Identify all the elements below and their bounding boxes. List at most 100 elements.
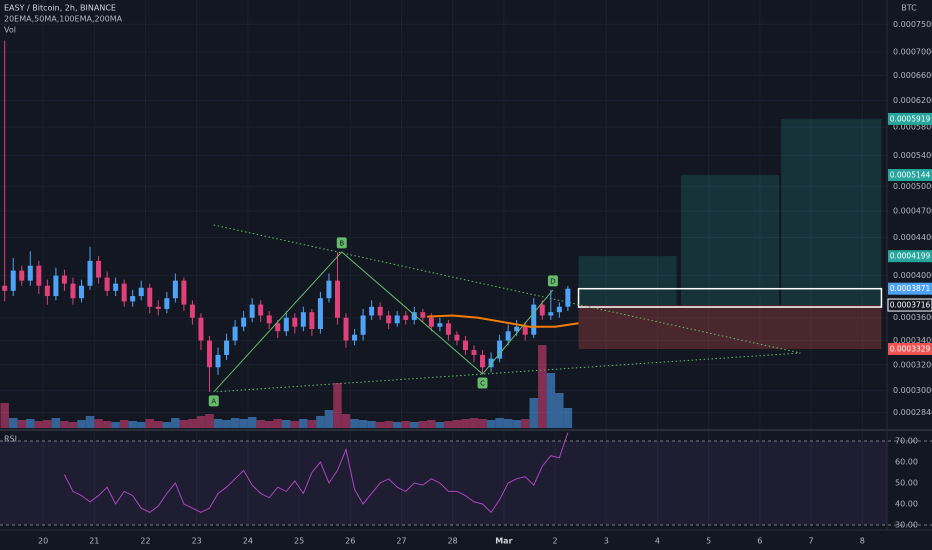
volume-bar: [392, 422, 402, 428]
price-label: 0.0005919: [890, 114, 931, 123]
candle-body: [283, 317, 289, 332]
candle-body: [454, 334, 460, 341]
volume-bar: [179, 420, 189, 428]
volume-bar: [427, 420, 436, 428]
price-label: 0.0003329: [890, 344, 931, 353]
x-tick-label: 21: [89, 537, 99, 546]
volume-bar: [94, 419, 103, 428]
candle-body: [61, 275, 67, 284]
x-tick-label: 20: [38, 537, 48, 546]
x-tick-label: 6: [757, 537, 762, 546]
candle-body: [258, 304, 264, 316]
volume-bar: [367, 421, 376, 428]
candle-body: [292, 317, 298, 327]
candle-body: [138, 287, 144, 297]
volume-bar: [444, 421, 453, 428]
pattern-point-label: A: [211, 397, 216, 405]
volume-bar: [410, 422, 419, 428]
candle-body: [241, 317, 247, 327]
candle-body: [428, 317, 434, 327]
candle-body: [386, 315, 392, 324]
candle-body: [78, 285, 84, 299]
volume-bar: [290, 421, 300, 428]
target-zone: [781, 118, 882, 306]
volume-bar: [171, 418, 180, 428]
pattern-point-label: B: [339, 239, 344, 247]
y-tick-label: 0.0006600: [893, 71, 932, 80]
volume-bar: [478, 419, 487, 428]
triangle-line: [213, 224, 801, 393]
candle-body: [96, 260, 102, 278]
rsi-tick-label: 50.00: [895, 478, 918, 487]
volume-bar: [247, 417, 257, 428]
candle-body: [27, 265, 33, 281]
candle-body: [10, 270, 16, 291]
x-tick-label: 23: [192, 537, 202, 546]
price-label-box: [888, 282, 932, 295]
rsi-line: [63, 432, 569, 514]
volume-bar: [546, 373, 556, 428]
candle-body: [44, 285, 50, 297]
candle-body: [155, 306, 161, 309]
candle-body: [411, 312, 417, 320]
volume-bar: [68, 422, 78, 428]
y-tick-label: 0.0006200: [893, 96, 932, 105]
volume-bar: [111, 422, 120, 428]
volume-bar: [384, 421, 393, 428]
candle-body: [539, 304, 545, 316]
pattern-line: [213, 251, 554, 393]
x-tick-label: Mar: [495, 537, 512, 546]
x-tick-label: 25: [294, 537, 304, 546]
candle-body: [514, 326, 520, 332]
volume-bar: [77, 420, 86, 428]
candle-body: [334, 280, 340, 318]
volume-bar: [563, 408, 573, 428]
volume-bar: [264, 421, 274, 428]
volume-bar: [529, 398, 538, 428]
x-tick-label: 4: [655, 537, 660, 546]
volume-bar: [282, 420, 291, 428]
candle-body: [369, 306, 375, 316]
volume-bar: [350, 419, 359, 428]
volume-bar: [555, 393, 564, 428]
volume-bar: [341, 414, 351, 428]
candle-body: [377, 306, 383, 316]
indicators-label: 20EMA,50MA,100EMA,200MA: [4, 15, 123, 24]
volume-bar: [34, 421, 44, 428]
candle-body: [497, 340, 503, 359]
x-tick-label: 26: [345, 537, 355, 546]
candle-body: [130, 296, 136, 302]
volume-bar: [43, 420, 52, 428]
volume-bar: [418, 421, 428, 428]
rsi-tick-label: 60.00: [895, 458, 918, 467]
y-tick-label: 0.0002840: [893, 408, 932, 417]
volume-bar: [162, 422, 172, 428]
moving-average: [427, 314, 579, 328]
candle-body: [352, 334, 358, 341]
pattern-point-badge: [208, 395, 219, 407]
candle-body: [87, 260, 93, 286]
y-tick-label: 0.0003200: [893, 360, 932, 369]
volume-bar: [469, 418, 479, 428]
x-tick-label: 8: [860, 537, 865, 546]
candle-body: [275, 323, 281, 332]
volume-bar: [435, 422, 445, 428]
volume-bar: [188, 419, 197, 428]
volume-bar: [239, 419, 248, 428]
candle-body: [19, 270, 25, 281]
volume-label: Vol: [4, 26, 16, 35]
y-tick-label: 0.0007000: [893, 47, 932, 56]
candle-body: [317, 298, 323, 329]
volume-bar: [452, 420, 462, 428]
volume-bar: [128, 421, 137, 428]
pattern-point-badge: [336, 237, 347, 249]
volume-bar: [256, 420, 265, 428]
volume-bar: [299, 419, 308, 428]
candle-body: [121, 283, 127, 302]
rsi-band: [0, 441, 887, 525]
stop-zone: [578, 305, 882, 349]
y-tick-label: 0.0003400: [893, 336, 932, 345]
volume-bar: [324, 410, 334, 428]
price-label: 0.0003716: [890, 301, 931, 310]
